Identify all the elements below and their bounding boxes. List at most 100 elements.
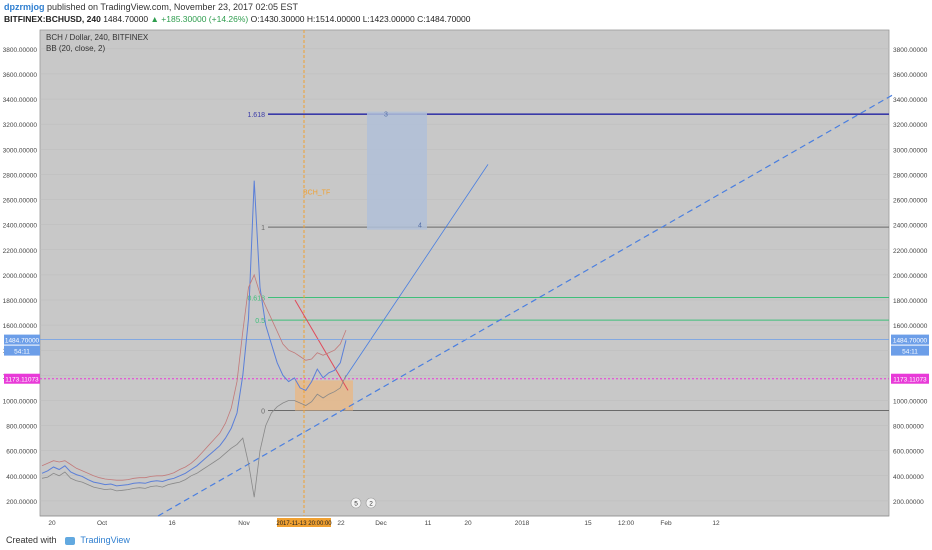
legend-title: BCH / Dollar, 240, BITFINEX [46, 33, 149, 42]
timer-tag-right [891, 345, 929, 356]
y-tick-label-right: 3200.00000 [893, 122, 928, 129]
box-label: 4 [418, 223, 422, 230]
magenta-tag-left-text: 1173.11073 [5, 377, 39, 384]
fib-level-label: 1.618 [247, 112, 265, 119]
event-badge-label: 2 [369, 501, 373, 508]
last-price: 1484.70000 [103, 14, 149, 24]
x-tick-label: 22 [337, 520, 345, 527]
change-value: +185.30000 (+14.26%) [161, 14, 249, 24]
y-tick-label: 2000.00000 [3, 273, 38, 280]
fib-level-label: 0.5 [255, 318, 265, 325]
x-tick-label: Oct [97, 520, 107, 527]
y-tick-label: 600.00000 [6, 449, 37, 456]
y-tick-label: 200.00000 [6, 499, 37, 506]
tradingview-logo-icon [65, 536, 76, 545]
timer-tag-left-text: 54:11 [14, 349, 30, 356]
y-tick-label-right: 2000.00000 [893, 273, 928, 280]
chart-header: dpzrmjog published on TradingView.com, N… [0, 0, 932, 26]
author-link[interactable]: dpzrmjog [4, 2, 45, 12]
y-tick-label: 400.00000 [6, 474, 37, 481]
magenta-tag-right [891, 373, 929, 384]
legend-indicator: BB (20, close, 2) [46, 44, 105, 53]
footer: Created with TradingView [0, 530, 932, 550]
x-tick-label: 20 [48, 520, 56, 527]
x-tick-label: Nov [238, 520, 250, 527]
series-line [41, 180, 347, 487]
high-value: H:1514.00000 [306, 14, 361, 24]
y-tick-label-right: 800.00000 [893, 424, 924, 431]
x-tick-label: 20 [464, 520, 472, 527]
fib-level-label: 0.618 [247, 295, 265, 302]
y-tick-label-right: 400.00000 [893, 474, 924, 481]
fib-level-label: 0 [261, 409, 265, 416]
y-tick-label-right: 2600.00000 [893, 198, 928, 205]
y-tick-label: 2200.00000 [3, 248, 38, 255]
y-tick-label: 3400.00000 [3, 97, 38, 104]
y-tick-label: 3200.00000 [3, 122, 38, 129]
x-tick-label: 16 [168, 520, 176, 527]
magenta-tag-left [4, 373, 40, 384]
crosshair-date-tag [277, 518, 331, 527]
price-tag-right [891, 334, 929, 345]
plot-area[interactable] [39, 29, 890, 517]
series-line [41, 375, 347, 498]
y-tick-label-right: 3600.00000 [893, 72, 928, 79]
tradingview-link[interactable]: TradingView [80, 535, 130, 545]
y-tick-label-right: 2800.00000 [893, 172, 928, 179]
y-tick-label: 3800.00000 [3, 47, 38, 54]
low-value: L:1423.00000 [362, 14, 415, 24]
vline-label: BCH_TF [303, 190, 330, 197]
x-tick-label: 2018 [515, 520, 530, 527]
x-tick-label: 12 [712, 520, 720, 527]
timer-tag-right-text: 54:11 [902, 349, 918, 356]
box-label: 3 [384, 112, 388, 119]
series-line [41, 273, 347, 481]
event-badge[interactable] [350, 497, 362, 509]
y-tick-label: 3000.00000 [3, 147, 38, 154]
fib-level-label: 1 [261, 225, 265, 232]
y-tick-label-right: 600.00000 [893, 449, 924, 456]
y-tick-label: 2800.00000 [3, 172, 38, 179]
price-tag-left-text: 1484.70000 [5, 338, 40, 345]
published-text: published on TradingView.com, November 2… [47, 2, 299, 12]
y-tick-label-right: 2400.00000 [893, 223, 928, 230]
descending-trendline[interactable] [294, 299, 349, 391]
created-with-label: Created with [6, 535, 57, 545]
dashed-trendline[interactable] [157, 94, 893, 517]
x-tick-label: 12:00 [618, 520, 635, 527]
publish-line: dpzrmjog published on TradingView.com, N… [4, 2, 298, 12]
open-value: O:1430.30000 [250, 14, 305, 24]
x-tick-label: Dec [375, 520, 387, 527]
magenta-tag-right-text: 1173.11073 [893, 377, 927, 384]
y-tick-label-right: 1000.00000 [893, 398, 928, 405]
y-tick-label: 1000.00000 [3, 398, 38, 405]
event-badge-label: 5 [354, 501, 358, 508]
ohlc-line: BITFINEX:BCHUSD, 240 1484.70000 ▲ +185.3… [4, 14, 471, 24]
y-tick-label-right: 2200.00000 [893, 248, 928, 255]
y-tick-label-right: 3000.00000 [893, 147, 928, 154]
y-tick-label-right: 3400.00000 [893, 97, 928, 104]
symbol-label: BITFINEX:BCHUSD, 240 [4, 14, 101, 24]
y-tick-label: 2400.00000 [3, 223, 38, 230]
up-arrow-icon: ▲ [150, 14, 159, 24]
consolidation-box[interactable] [295, 380, 353, 411]
y-tick-label-right: 1800.00000 [893, 298, 928, 305]
projection-arrow-line[interactable] [344, 164, 489, 379]
y-tick-label-right: 200.00000 [893, 499, 924, 506]
y-tick-label: 1800.00000 [3, 298, 38, 305]
y-tick-label: 3600.00000 [3, 72, 38, 79]
event-badge[interactable] [365, 497, 377, 509]
y-tick-label: 2600.00000 [3, 198, 38, 205]
y-tick-label-right: 1600.00000 [893, 323, 928, 330]
y-tick-label: 800.00000 [6, 424, 37, 431]
timer-tag-left [4, 345, 40, 356]
price-chart[interactable]: 200.00000 400.00000 600.00000 800.00000 1000… [0, 26, 932, 530]
price-tag-right-text: 1484.70000 [893, 338, 928, 345]
x-tick-label-highlight: 2017-11-13 20:00:00 [276, 521, 332, 527]
close-value: C:1484.70000 [417, 14, 471, 24]
x-tick-label: Feb [660, 520, 672, 527]
price-tag-left [4, 334, 40, 345]
projection-box[interactable] [367, 111, 427, 230]
x-tick-label: 15 [584, 520, 592, 527]
y-tick-label: 1600.00000 [3, 323, 38, 330]
